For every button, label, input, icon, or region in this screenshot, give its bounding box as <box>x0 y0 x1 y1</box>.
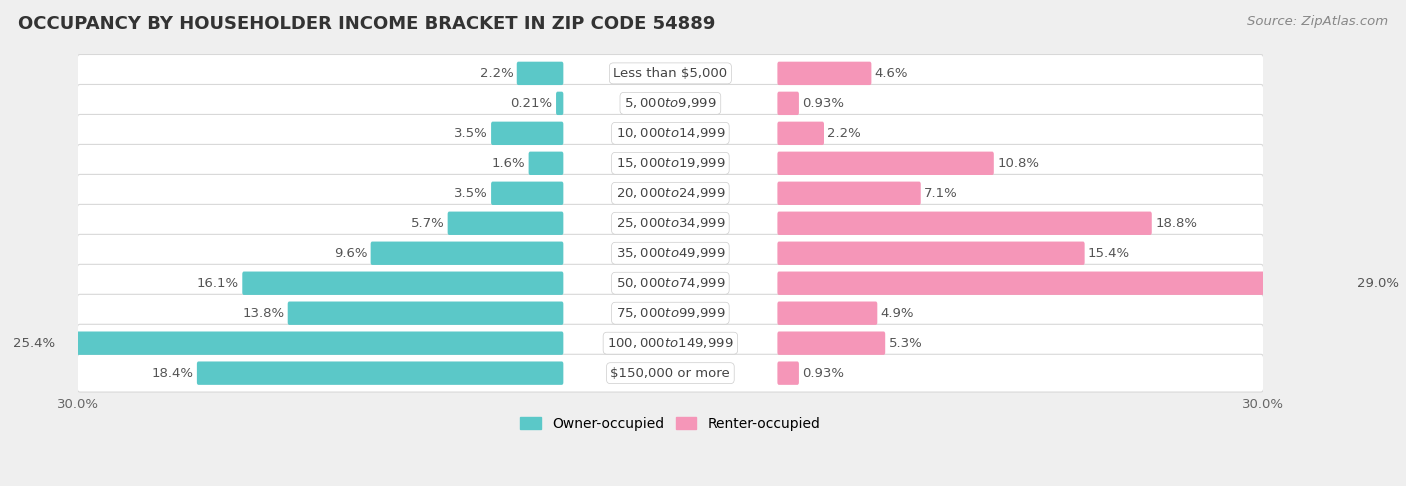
Text: $5,000 to $9,999: $5,000 to $9,999 <box>624 96 717 110</box>
FancyBboxPatch shape <box>778 122 824 145</box>
Legend: Owner-occupied, Renter-occupied: Owner-occupied, Renter-occupied <box>515 412 825 436</box>
Text: $20,000 to $24,999: $20,000 to $24,999 <box>616 186 725 200</box>
Text: $35,000 to $49,999: $35,000 to $49,999 <box>616 246 725 260</box>
Text: 0.21%: 0.21% <box>510 97 553 110</box>
Text: 5.3%: 5.3% <box>889 337 922 350</box>
Text: 3.5%: 3.5% <box>454 127 488 140</box>
FancyBboxPatch shape <box>77 114 1264 152</box>
FancyBboxPatch shape <box>77 85 1264 122</box>
Text: $100,000 to $149,999: $100,000 to $149,999 <box>607 336 734 350</box>
FancyBboxPatch shape <box>77 144 1264 182</box>
Text: 1.6%: 1.6% <box>492 157 526 170</box>
FancyBboxPatch shape <box>555 92 564 115</box>
FancyBboxPatch shape <box>778 331 886 355</box>
FancyBboxPatch shape <box>491 122 564 145</box>
FancyBboxPatch shape <box>77 205 1264 242</box>
FancyBboxPatch shape <box>77 324 1264 362</box>
Text: 15.4%: 15.4% <box>1088 247 1130 260</box>
Text: 4.6%: 4.6% <box>875 67 908 80</box>
Text: 0.93%: 0.93% <box>803 97 844 110</box>
FancyBboxPatch shape <box>778 272 1353 295</box>
Text: 4.9%: 4.9% <box>880 307 914 320</box>
Text: $25,000 to $34,999: $25,000 to $34,999 <box>616 216 725 230</box>
Text: $15,000 to $19,999: $15,000 to $19,999 <box>616 156 725 170</box>
FancyBboxPatch shape <box>529 152 564 175</box>
Text: 13.8%: 13.8% <box>242 307 284 320</box>
Text: 18.8%: 18.8% <box>1156 217 1197 230</box>
FancyBboxPatch shape <box>778 62 872 85</box>
Text: $50,000 to $74,999: $50,000 to $74,999 <box>616 276 725 290</box>
FancyBboxPatch shape <box>778 362 799 385</box>
Text: $150,000 or more: $150,000 or more <box>610 366 730 380</box>
FancyBboxPatch shape <box>778 211 1152 235</box>
Text: 0.93%: 0.93% <box>803 366 844 380</box>
FancyBboxPatch shape <box>491 182 564 205</box>
FancyBboxPatch shape <box>197 362 564 385</box>
Text: 7.1%: 7.1% <box>924 187 957 200</box>
Text: OCCUPANCY BY HOUSEHOLDER INCOME BRACKET IN ZIP CODE 54889: OCCUPANCY BY HOUSEHOLDER INCOME BRACKET … <box>18 15 716 33</box>
FancyBboxPatch shape <box>778 152 994 175</box>
Text: 3.5%: 3.5% <box>454 187 488 200</box>
FancyBboxPatch shape <box>371 242 564 265</box>
FancyBboxPatch shape <box>77 264 1264 302</box>
Text: 2.2%: 2.2% <box>479 67 513 80</box>
FancyBboxPatch shape <box>77 174 1264 212</box>
Text: Source: ZipAtlas.com: Source: ZipAtlas.com <box>1247 15 1388 28</box>
FancyBboxPatch shape <box>447 211 564 235</box>
Text: 9.6%: 9.6% <box>333 247 367 260</box>
FancyBboxPatch shape <box>77 354 1264 392</box>
Text: 18.4%: 18.4% <box>152 366 194 380</box>
Text: Less than $5,000: Less than $5,000 <box>613 67 727 80</box>
Text: $10,000 to $14,999: $10,000 to $14,999 <box>616 126 725 140</box>
FancyBboxPatch shape <box>517 62 564 85</box>
Text: 16.1%: 16.1% <box>197 277 239 290</box>
FancyBboxPatch shape <box>288 301 564 325</box>
Text: 25.4%: 25.4% <box>13 337 55 350</box>
Text: 5.7%: 5.7% <box>411 217 444 230</box>
FancyBboxPatch shape <box>77 54 1264 92</box>
Text: 2.2%: 2.2% <box>827 127 860 140</box>
Text: $75,000 to $99,999: $75,000 to $99,999 <box>616 306 725 320</box>
Text: 29.0%: 29.0% <box>1357 277 1399 290</box>
FancyBboxPatch shape <box>77 295 1264 332</box>
FancyBboxPatch shape <box>77 234 1264 272</box>
FancyBboxPatch shape <box>778 92 799 115</box>
FancyBboxPatch shape <box>778 182 921 205</box>
FancyBboxPatch shape <box>778 242 1084 265</box>
FancyBboxPatch shape <box>59 331 564 355</box>
Text: 10.8%: 10.8% <box>997 157 1039 170</box>
FancyBboxPatch shape <box>778 301 877 325</box>
FancyBboxPatch shape <box>242 272 564 295</box>
